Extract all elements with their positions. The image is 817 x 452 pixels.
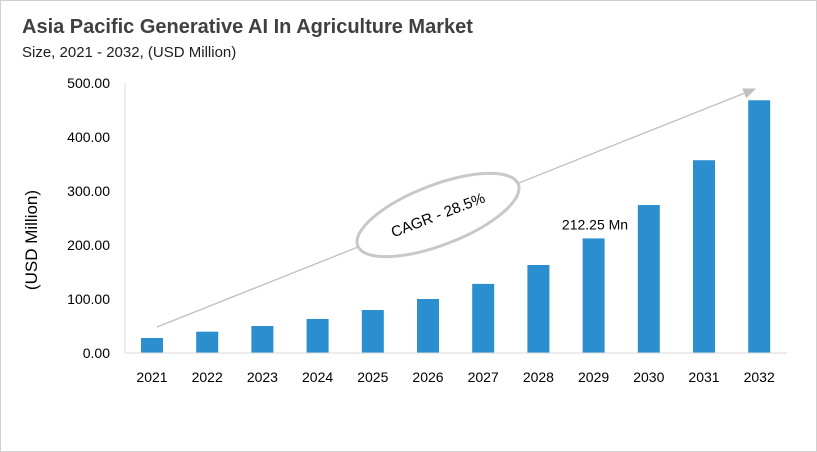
bar-2025 bbox=[361, 310, 384, 353]
bar-2026 bbox=[417, 299, 439, 353]
cagr-ellipse bbox=[355, 171, 521, 259]
y-tick-label: 100.00 bbox=[67, 291, 110, 307]
chart-subtitle: Size, 2021 - 2032, (USD Million) bbox=[22, 44, 237, 61]
bar-2030 bbox=[637, 205, 660, 353]
x-tick-label: 2027 bbox=[468, 369, 499, 385]
x-tick-label: 2026 bbox=[412, 369, 443, 385]
x-tick-label: 2021 bbox=[136, 369, 167, 385]
bar-2031 bbox=[693, 160, 715, 353]
y-axis-label: (USD Million) bbox=[22, 190, 41, 290]
x-tick-label: 2029 bbox=[578, 369, 609, 385]
x-tick-label: 2025 bbox=[357, 369, 388, 385]
y-tick-label: 200.00 bbox=[67, 237, 110, 253]
bar-2029 bbox=[582, 238, 605, 353]
bar-2027 bbox=[472, 283, 495, 353]
x-tick-label: 2028 bbox=[523, 369, 554, 385]
x-tick-label: 2023 bbox=[247, 369, 278, 385]
x-tick-label: 2032 bbox=[744, 369, 775, 385]
x-tick-label: 2030 bbox=[633, 369, 664, 385]
bar-2032 bbox=[748, 100, 771, 353]
bar-2028 bbox=[527, 264, 550, 353]
y-tick-label: 300.00 bbox=[67, 183, 110, 199]
bar-2022 bbox=[196, 331, 219, 353]
y-tick-label: 0.00 bbox=[83, 345, 110, 361]
y-tick-label: 500.00 bbox=[67, 75, 110, 91]
data-label-2029: 212.25 Mn bbox=[562, 216, 628, 232]
x-tick-label: 2031 bbox=[688, 369, 719, 385]
bar-2024 bbox=[306, 318, 329, 353]
x-tick-label: 2024 bbox=[302, 369, 333, 385]
chart-title: Asia Pacific Generative AI In Agricultur… bbox=[22, 16, 473, 38]
x-tick-label: 2022 bbox=[192, 369, 223, 385]
cagr-ellipse-group: CAGR - 28.5% bbox=[355, 171, 521, 259]
y-tick-label: 400.00 bbox=[67, 129, 110, 145]
bar-2023 bbox=[251, 326, 274, 353]
bar-2021 bbox=[141, 337, 163, 353]
